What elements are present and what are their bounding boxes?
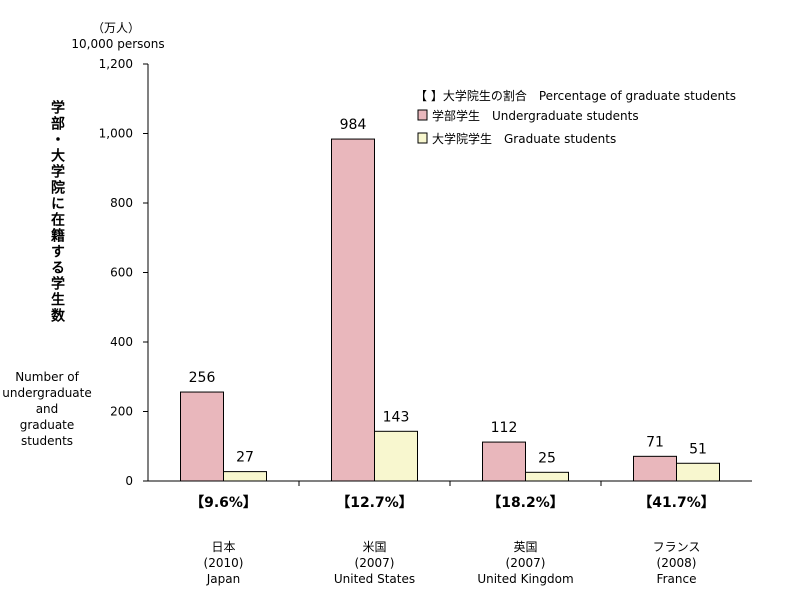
bar-value-label: 256: [189, 370, 216, 386]
y-tick-label: 200: [110, 405, 133, 419]
plot-area: 0 200 400 600 800 1,000 1,200 256 27 【9.6%】日本 (201…: [99, 57, 752, 586]
category-label-jp: 米国: [362, 540, 386, 554]
category-label-jp: フランス: [653, 540, 701, 554]
unit-label-jp: （万人）: [92, 21, 140, 35]
category-label-en: Japan: [206, 572, 240, 586]
legend-label-graduate: 大学院学生 Graduate students: [432, 131, 616, 146]
category-year: (2010): [204, 556, 244, 570]
y-axis-label-en-line: undergraduate: [2, 386, 92, 400]
bar-value-label: 112: [491, 420, 518, 436]
graduate-share-label: 【9.6%】: [190, 495, 257, 511]
y-tick-label: 1,200: [99, 57, 133, 71]
category-year: (2007): [506, 556, 546, 570]
y-axis-label-en-line: students: [21, 434, 73, 448]
bar-undergraduate: [331, 138, 375, 482]
graduate-share-label: 【18.2%】: [487, 495, 564, 511]
legend: 【 】大学院生の割合 Percentage of graduate studen…: [415, 88, 736, 146]
bar-undergraduate: [482, 441, 526, 482]
y-axis-label-en-line: Number of: [15, 370, 79, 384]
category-year: (2007): [355, 556, 395, 570]
bar-value-label: 51: [689, 441, 707, 457]
bar-graduate: [374, 430, 418, 482]
bar-value-label: 143: [383, 409, 410, 425]
legend-label-undergraduate: 学部学生 Undergraduate students: [432, 108, 639, 123]
bar-value-label: 25: [538, 450, 556, 466]
category-label-jp: 日本: [211, 540, 235, 554]
category-label-en: United States: [334, 572, 415, 586]
bar-graduate: [525, 471, 569, 482]
graduate-share-label: 【12.7%】: [336, 495, 413, 511]
bar-undergraduate: [180, 391, 224, 482]
y-tick-label: 0: [125, 474, 133, 488]
graduate-share-label: 【41.7%】: [638, 495, 715, 511]
legend-swatch-undergraduate: [417, 109, 428, 121]
y-axis-label-jp: 学部・大学院に在籍する学生数: [49, 99, 65, 324]
bar-graduate: [676, 462, 720, 482]
y-tick-label: 400: [110, 335, 133, 349]
bar-undergraduate: [633, 455, 677, 482]
y-axis-label-en-line: and: [36, 402, 59, 416]
bar-value-label: 27: [236, 450, 254, 466]
bar-value-label: 984: [340, 117, 367, 133]
category-label-en: United Kingdom: [477, 572, 573, 586]
y-tick-label: 600: [110, 266, 133, 280]
y-tick-label: 1,000: [99, 127, 133, 141]
y-tick-label: 800: [110, 196, 133, 210]
unit-label-en: 10,000 persons: [71, 37, 164, 51]
y-axis-label-en-line: graduate: [20, 418, 75, 432]
legend-swatch-graduate: [417, 132, 428, 144]
category-label-jp: 英国: [513, 540, 537, 554]
legend-note: 【 】大学院生の割合 Percentage of graduate studen…: [415, 88, 736, 103]
bar-value-label: 71: [646, 434, 664, 450]
bar-graduate: [223, 471, 267, 482]
y-axis-label-en: Number of undergraduate and graduate student…: [2, 370, 92, 448]
category-year: (2008): [657, 556, 697, 570]
category-label-en: France: [657, 572, 697, 586]
